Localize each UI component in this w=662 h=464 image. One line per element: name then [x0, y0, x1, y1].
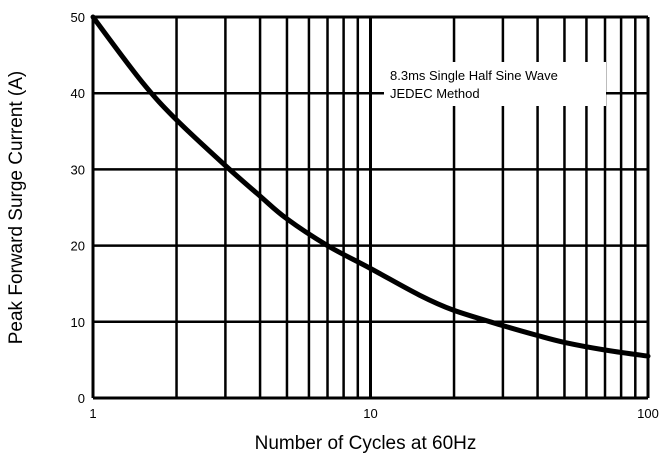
y-tick-label: 50 — [71, 10, 85, 25]
x-tick-label: 1 — [89, 406, 96, 421]
annotation-box — [384, 62, 606, 106]
y-tick-label: 40 — [71, 86, 85, 101]
x-tick-label: 100 — [637, 406, 659, 421]
x-axis-label: Number of Cycles at 60Hz — [255, 433, 477, 454]
y-tick-label: 10 — [71, 315, 85, 330]
y-tick-label: 0 — [78, 391, 85, 406]
x-tick-labels: 1 10 100 — [89, 406, 658, 421]
surge-current-curve — [90, 14, 651, 359]
y-tick-label: 30 — [71, 162, 85, 177]
annotation-line-1: 8.3ms Single Half Sine Wave — [390, 68, 558, 83]
y-tick-labels: 0 10 20 30 40 50 — [71, 10, 85, 406]
x-tick-label: 10 — [363, 406, 377, 421]
y-tick-label: 20 — [71, 239, 85, 254]
y-axis-label: Peak Forward Surge Current (A) — [6, 71, 27, 345]
annotation-line-2: JEDEC Method — [390, 86, 480, 101]
